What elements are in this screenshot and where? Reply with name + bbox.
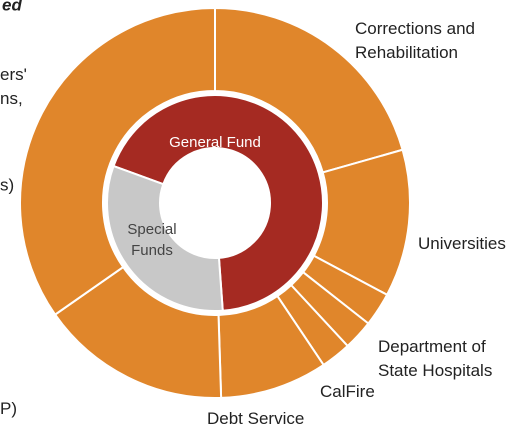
segment-label: ers' ns, xyxy=(0,65,27,108)
segment xyxy=(106,164,224,312)
label-line: ers' xyxy=(0,65,27,84)
segment-label: Universities xyxy=(418,234,506,253)
label-line: Debt Service xyxy=(207,409,304,428)
segment xyxy=(214,6,404,174)
segment xyxy=(112,94,324,312)
label-line: State Hospitals xyxy=(378,361,492,380)
label-line: Corrections and xyxy=(355,19,475,38)
label-line: General Fund xyxy=(169,134,261,151)
label-line: Rehabilitation xyxy=(355,43,458,62)
label-line: Special xyxy=(127,221,176,238)
segment-label: Department of State Hospitals xyxy=(378,337,492,380)
chart-title: ed xyxy=(2,0,22,14)
label-line: Universities xyxy=(418,234,506,253)
segment-label: General Fund xyxy=(169,134,261,151)
label-line: Department of xyxy=(378,337,486,356)
segment xyxy=(19,6,216,317)
segment-label: P) xyxy=(0,399,17,418)
segment-label: Corrections and Rehabilitation xyxy=(355,19,475,62)
segment-label: CalFire xyxy=(320,382,375,401)
annotation: s) xyxy=(0,175,14,194)
label-line: ns, xyxy=(0,89,23,108)
label-line: Funds xyxy=(131,242,173,259)
label-line: P) xyxy=(0,399,17,418)
label-line: CalFire xyxy=(320,382,375,401)
segment-label: Debt Service xyxy=(207,409,304,428)
segment-label: Special Funds xyxy=(127,221,176,259)
